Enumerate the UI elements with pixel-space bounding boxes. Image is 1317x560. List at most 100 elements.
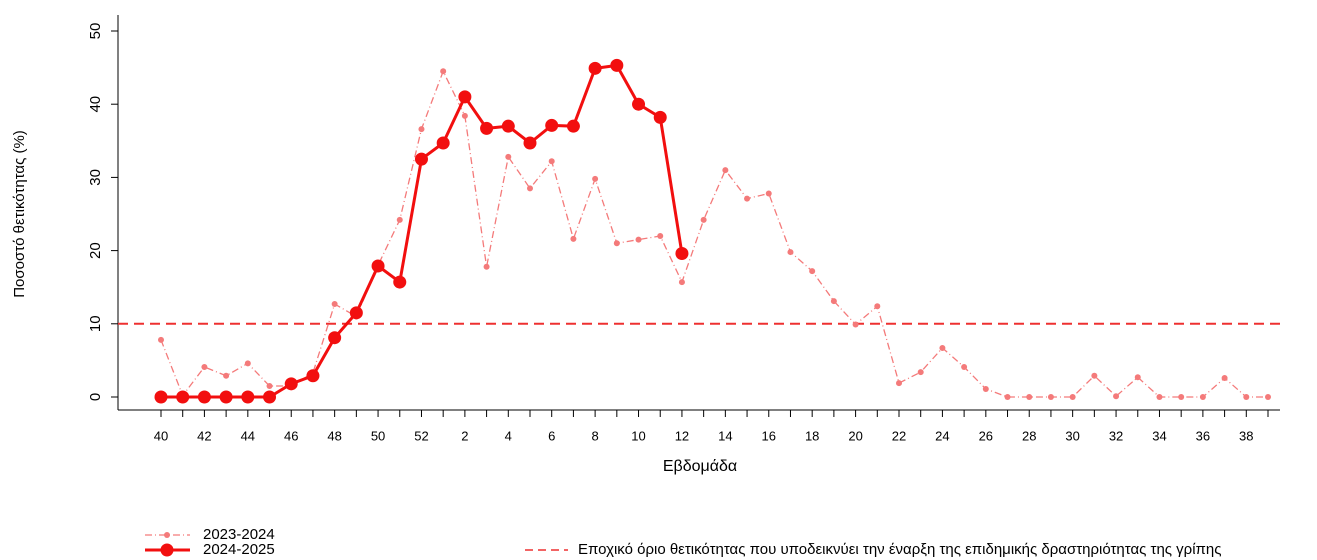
data-point (852, 321, 859, 328)
x-tick-label: 34 (1152, 428, 1166, 443)
series-line (161, 63, 684, 399)
data-point (1134, 374, 1141, 381)
data-point (675, 247, 689, 261)
x-axis-label: Εβδομάδα (663, 458, 737, 475)
data-point (527, 185, 533, 192)
data-point (396, 216, 403, 223)
data-point (284, 377, 298, 391)
data-point (588, 61, 602, 75)
x-tick-label: 10 (631, 428, 645, 443)
data-point (331, 301, 338, 308)
data-point (440, 68, 447, 75)
y-axis-label: Ποσοστό θετικότητας (%) (11, 130, 28, 298)
data-point (244, 360, 251, 367)
data-point (917, 369, 924, 376)
y-tick-label: 50 (87, 23, 104, 40)
y-tick-label: 0 (87, 393, 104, 401)
data-point (657, 232, 664, 239)
data-point (809, 268, 816, 275)
x-tick-label: 50 (371, 428, 385, 443)
x-tick-label: 6 (548, 428, 555, 443)
data-point (787, 249, 794, 256)
data-point (610, 58, 624, 72)
data-point (1069, 394, 1076, 400)
x-tick-label: 26 (979, 428, 993, 443)
x-tick-label: 24 (935, 428, 949, 443)
x-tick-label: 22 (892, 428, 906, 443)
y-tick-label: 20 (87, 242, 104, 259)
x-tick-label: 8 (592, 428, 599, 443)
x-tick-label: 40 (154, 428, 168, 443)
data-point (722, 167, 729, 174)
data-point (632, 97, 646, 111)
data-point (223, 372, 230, 379)
data-point (961, 363, 968, 370)
data-point (418, 126, 425, 133)
data-point (1156, 394, 1163, 400)
data-point (744, 195, 751, 202)
x-tick-label: 38 (1239, 428, 1253, 443)
x-tick-label: 12 (675, 428, 689, 443)
data-point (263, 390, 277, 404)
data-point (414, 152, 428, 166)
legend-label: 2024-2025 (203, 541, 275, 558)
data-point (874, 303, 881, 310)
x-tick-label: 30 (1065, 428, 1079, 443)
x-tick-label: 48 (327, 428, 341, 443)
data-point (896, 380, 902, 387)
data-point (266, 383, 273, 390)
x-tick-label: 28 (1022, 428, 1036, 443)
legend-swatch-point (164, 532, 170, 538)
x-tick-label: 52 (414, 428, 428, 443)
x-tick-label: 16 (762, 428, 776, 443)
x-tick-label: 4 (505, 428, 512, 443)
data-point (678, 279, 685, 286)
data-point (328, 331, 342, 345)
x-tick-label: 42 (197, 428, 211, 443)
data-point (158, 336, 164, 343)
y-tick-label: 10 (87, 315, 104, 332)
data-point (197, 390, 211, 404)
data-point (371, 259, 385, 273)
data-point (1091, 372, 1098, 379)
legend-label: 2023-2024 (203, 526, 275, 543)
legend-swatch-point (160, 543, 174, 557)
legend-label: Εποχικό όριο θετικότητας που υποδεικνύει… (578, 541, 1221, 558)
data-point (545, 118, 559, 132)
data-point (1265, 394, 1271, 400)
data-point (830, 298, 837, 305)
data-point (1199, 394, 1206, 400)
data-point (765, 190, 772, 197)
data-point (653, 110, 667, 124)
data-point (201, 363, 208, 370)
data-point (219, 390, 233, 404)
data-point (436, 136, 450, 150)
data-point (1221, 374, 1228, 381)
data-point (306, 369, 320, 383)
data-point (501, 119, 515, 133)
data-point (154, 390, 168, 404)
data-point (592, 175, 599, 182)
data-point (1113, 393, 1120, 400)
data-point (635, 236, 642, 243)
data-point (939, 344, 946, 351)
data-point (570, 235, 577, 242)
data-point (1243, 394, 1250, 400)
data-point (483, 263, 490, 270)
data-point (461, 112, 468, 119)
data-point (566, 119, 580, 133)
y-tick-label: 30 (87, 169, 104, 186)
x-tick-label: 46 (284, 428, 298, 443)
data-point (1178, 394, 1185, 400)
x-tick-label: 2 (461, 428, 468, 443)
x-tick-label: 32 (1109, 428, 1123, 443)
data-point (1047, 394, 1054, 400)
data-point (1026, 394, 1033, 400)
x-tick-label: 36 (1196, 428, 1210, 443)
data-point (1004, 394, 1011, 400)
data-point (613, 240, 620, 247)
data-point (241, 390, 255, 404)
y-tick-label: 40 (87, 96, 104, 113)
x-tick-label: 14 (718, 428, 732, 443)
data-point (700, 216, 707, 223)
